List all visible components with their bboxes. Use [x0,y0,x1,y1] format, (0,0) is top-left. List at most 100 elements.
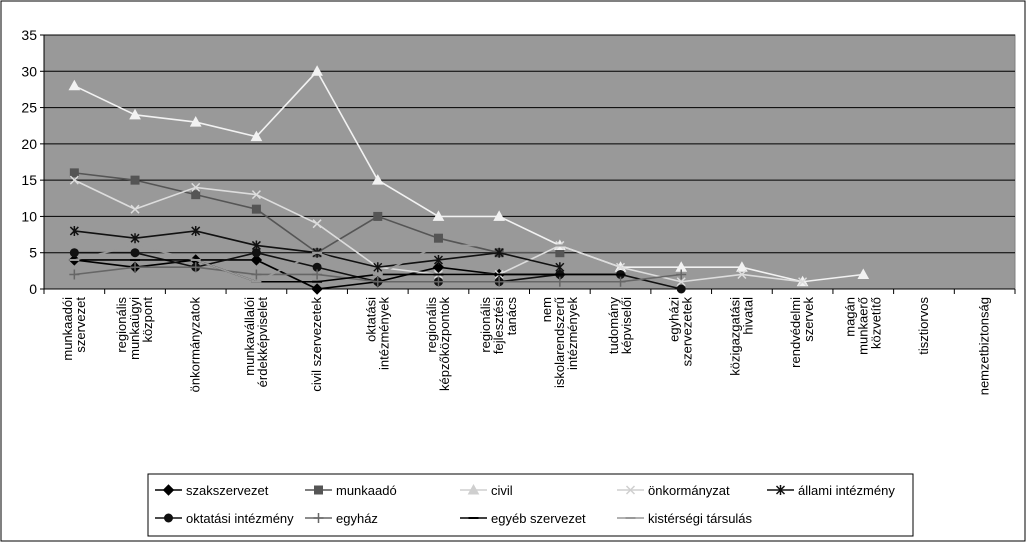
y-tick-label: 15 [21,172,37,188]
legend-marker [162,484,175,496]
legend-marker [314,485,323,495]
data-point [130,175,140,185]
legend-box [147,473,914,537]
data-point [130,233,140,244]
x-tick-label: nemzetbiztonság [977,297,992,395]
x-tick-label: oktatási [363,297,378,342]
data-point [69,269,80,280]
data-point [676,269,687,280]
data-point [69,248,79,258]
y-tick-label: 10 [21,208,37,224]
x-tick-label: tanács [504,297,519,336]
legend-label: egyéb szervezet [491,511,586,526]
y-tick-label: 5 [29,245,37,261]
data-point [68,79,81,91]
legend-item: egyház [305,511,378,526]
x-tick-label: érdekképviselet [255,297,270,388]
data-point [615,276,626,287]
data-point [191,190,201,200]
plot-area [43,34,1016,290]
legend-label: munkaadó [336,483,397,498]
x-tick-label: közvetítő [868,297,883,349]
data-point [130,204,140,214]
x-tick-label: hivatal [740,297,755,335]
x-tick-label: egyházi [667,297,682,342]
data-point [191,182,201,192]
data-point [251,204,261,214]
data-point [311,283,323,295]
y-tick-labels: 0 5 10 15 20 25 30 35 [21,27,37,297]
data-point [494,247,504,258]
data-point [736,261,748,272]
legend-marker [625,485,636,495]
legend-label: oktatási intézmény [186,511,294,526]
data-point [312,219,322,229]
legend-marker [313,513,324,523]
legend-marker [467,483,480,495]
data-point [493,210,506,221]
x-tick-label: képzőközpontok [437,297,452,391]
data-point [857,268,870,279]
axes [40,34,1016,294]
x-tick-label: képviselői [619,297,634,354]
x-tick-label: szervezet [73,297,88,353]
x-tick-label: rendvédelmi [788,297,803,368]
y-tick-label: 25 [21,100,37,116]
x-tick-label: szervek [801,297,816,342]
data-point [130,262,141,273]
series [69,244,565,283]
x-tick-label: intézmények [565,297,580,370]
data-point [69,225,79,236]
legend-label: civil [491,483,513,498]
x-tick-label: iskolarendszerű [552,297,567,388]
data-point [191,225,201,236]
data-point [251,248,261,258]
x-tick-label: tudomány [606,297,621,355]
legend-item: állami intézmény [767,483,895,498]
data-point [373,211,383,221]
data-point [616,262,626,272]
series-lines [68,65,870,295]
data-point [251,269,262,280]
legend-label: állami intézmény [798,483,895,498]
data-point [69,168,79,178]
legend-item: civil [460,483,513,498]
legend-marker [775,485,786,495]
data-point [190,262,201,273]
x-tick-label: munkaügyi [127,297,142,360]
x-tick-label: munkaerő [855,297,870,355]
legend-label: szakszervezet [186,483,269,498]
series-line [73,69,864,283]
legend-item: önkormányzat [617,483,730,498]
data-point [676,284,686,294]
x-tick-label: regionális [478,297,493,353]
x-tick-label: munkavállalói [242,297,257,376]
legend-marker [164,513,173,523]
data-point [130,248,140,258]
data-point [433,254,443,265]
x-tick-label: szervezetek [680,297,695,367]
y-tick-label: 35 [21,27,37,43]
series [69,262,687,287]
legend-label: egyház [336,511,378,526]
legend: szakszervezet munkaadó civil önkormányzat ál… [147,473,914,537]
legend-item: szakszervezet [155,483,269,498]
data-point [737,269,747,280]
x-tick-label: nem [539,297,554,322]
legend-label: kistérségi társulás [648,511,753,526]
x-tick-label: önkormányzatok [188,297,203,393]
data-point [372,276,383,287]
data-point [189,116,202,127]
legend-item: kistérségi társulás [617,511,753,526]
x-tick-label: tisztiorvos [916,297,931,355]
data-point [554,276,565,287]
data-point [798,277,808,287]
data-point [69,175,79,185]
legend-item: munkaadó [305,483,397,498]
x-tick-label: intézmények [376,297,391,370]
x-tick-label: civil szervezetek [309,297,324,392]
data-point [251,190,261,200]
x-tick-label: munkaadói [60,297,75,361]
